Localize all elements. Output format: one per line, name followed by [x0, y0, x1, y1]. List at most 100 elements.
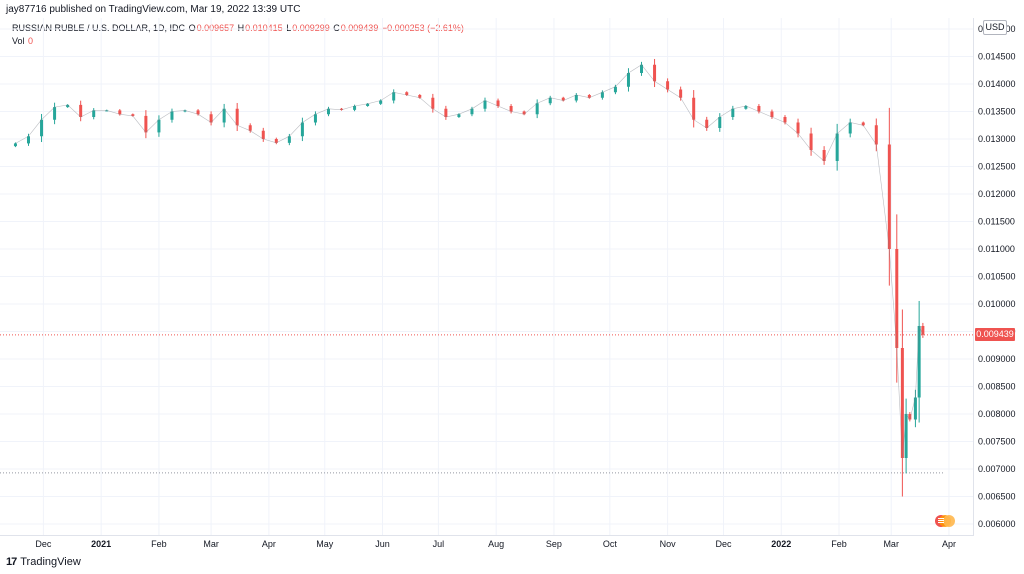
candle-body: [626, 73, 630, 87]
candle-body: [653, 64, 657, 82]
candle-body: [770, 111, 774, 117]
symbol-legend: RUSSIAN RUBLE / U.S. DOLLAR, 1D, IDC O0.…: [12, 22, 465, 48]
open-value: 0.009657: [196, 23, 235, 33]
x-tick-label: Dec: [35, 539, 52, 549]
x-tick-label: Jul: [433, 539, 445, 549]
published-byline: jay87716 published on TradingView.com, M…: [6, 4, 301, 15]
candle-body: [261, 130, 265, 139]
us-flag-icon[interactable]: [934, 514, 956, 528]
candle-body: [666, 81, 670, 90]
candle-body: [313, 114, 317, 123]
candle-body: [157, 119, 161, 133]
candle-body: [418, 95, 422, 98]
candle-body: [196, 110, 200, 115]
candle-body: [908, 414, 912, 420]
x-tick-label: Aug: [488, 539, 504, 549]
candle-body: [548, 97, 552, 104]
symbol-title[interactable]: RUSSIAN RUBLE / U.S. DOLLAR, 1D, IDC: [12, 23, 186, 33]
ohlc-row: RUSSIAN RUBLE / U.S. DOLLAR, 1D, IDC O0.…: [12, 22, 465, 35]
low-label: L: [286, 23, 292, 33]
candle-body: [300, 122, 304, 137]
x-tick-label: Jun: [375, 539, 390, 549]
candle-body: [105, 110, 109, 112]
candle-body: [92, 110, 96, 117]
candle-body: [444, 108, 448, 117]
y-tick-label: 0.006000: [978, 519, 1016, 529]
candle-body: [496, 100, 500, 106]
y-tick-label: 0.011000: [978, 244, 1015, 254]
volume-row: Vol 0: [12, 35, 465, 48]
high-value: 0.010415: [245, 23, 283, 33]
candle-body: [895, 249, 899, 348]
candle-body: [587, 95, 591, 98]
volume-label[interactable]: Vol: [12, 36, 25, 46]
candle-body: [222, 108, 226, 123]
candle-body: [13, 143, 17, 147]
candle-body: [913, 397, 917, 420]
candle-body: [483, 100, 487, 109]
tradingview-brand: TradingView: [20, 556, 81, 568]
candle-body: [921, 326, 925, 335]
candle-body: [757, 106, 761, 112]
tradingview-footer[interactable]: 17 TradingView: [6, 556, 81, 568]
candle-body: [900, 348, 904, 458]
y-tick-label: 0.008000: [978, 409, 1016, 419]
candle-body: [470, 108, 474, 115]
candle-body: [326, 108, 330, 115]
candle-body: [379, 100, 383, 104]
candle-body: [783, 117, 787, 123]
price-axis-border: [973, 18, 974, 536]
y-tick-label: 0.008500: [978, 382, 1016, 392]
x-tick-label: Feb: [831, 539, 847, 549]
candle-body: [431, 97, 435, 109]
x-tick-label: 2021: [91, 539, 111, 549]
candle-body: [535, 103, 539, 115]
candle-body: [340, 108, 344, 110]
y-tick-label: 0.014500: [978, 52, 1016, 62]
candle-body: [887, 144, 891, 249]
x-tick-label: Apr: [942, 539, 956, 549]
candle-body: [796, 122, 800, 134]
candle-body: [392, 92, 396, 101]
time-axis-border: [0, 535, 974, 536]
candle-body: [353, 106, 357, 110]
candle-body: [835, 133, 839, 161]
y-tick-label: 0.010500: [978, 272, 1016, 282]
y-tick-label: 0.009000: [978, 354, 1016, 364]
candle-body: [366, 103, 370, 106]
x-tick-label: Dec: [715, 539, 732, 549]
candle-body: [640, 64, 644, 73]
volume-value: 0: [28, 36, 34, 46]
x-tick-label: Oct: [603, 539, 618, 549]
close-label: C: [333, 23, 340, 33]
x-tick-label: Mar: [883, 539, 899, 549]
y-tick-label: 0.014000: [978, 79, 1016, 89]
candle-body: [509, 106, 513, 112]
low-value: 0.009299: [292, 23, 330, 33]
x-tick-label: Sep: [546, 539, 562, 549]
x-tick-label: 2022: [771, 539, 791, 549]
candle-body: [613, 86, 617, 93]
last-price-tag: 0.009439: [975, 327, 1015, 341]
candle-body: [26, 136, 30, 144]
x-tick-label: Feb: [151, 539, 167, 549]
candle-body: [274, 139, 278, 143]
candle-body: [235, 108, 239, 126]
candle-body: [861, 122, 865, 126]
candle-body: [809, 133, 813, 150]
candle-body: [679, 89, 683, 98]
candle-body: [457, 114, 461, 117]
x-tick-label: Nov: [660, 539, 677, 549]
candle-body: [561, 97, 565, 101]
currency-selector[interactable]: USD: [983, 20, 1007, 35]
tradingview-logo-icon: 17: [6, 556, 17, 568]
candle-body: [848, 122, 852, 134]
candle-body: [731, 108, 735, 117]
candle-body: [744, 106, 748, 109]
y-tick-label: 0.013500: [978, 107, 1016, 117]
y-tick-label: 0.007500: [978, 437, 1016, 447]
candle-body: [170, 111, 174, 120]
close-value: 0.009439: [340, 23, 379, 33]
candle-body: [692, 97, 696, 120]
